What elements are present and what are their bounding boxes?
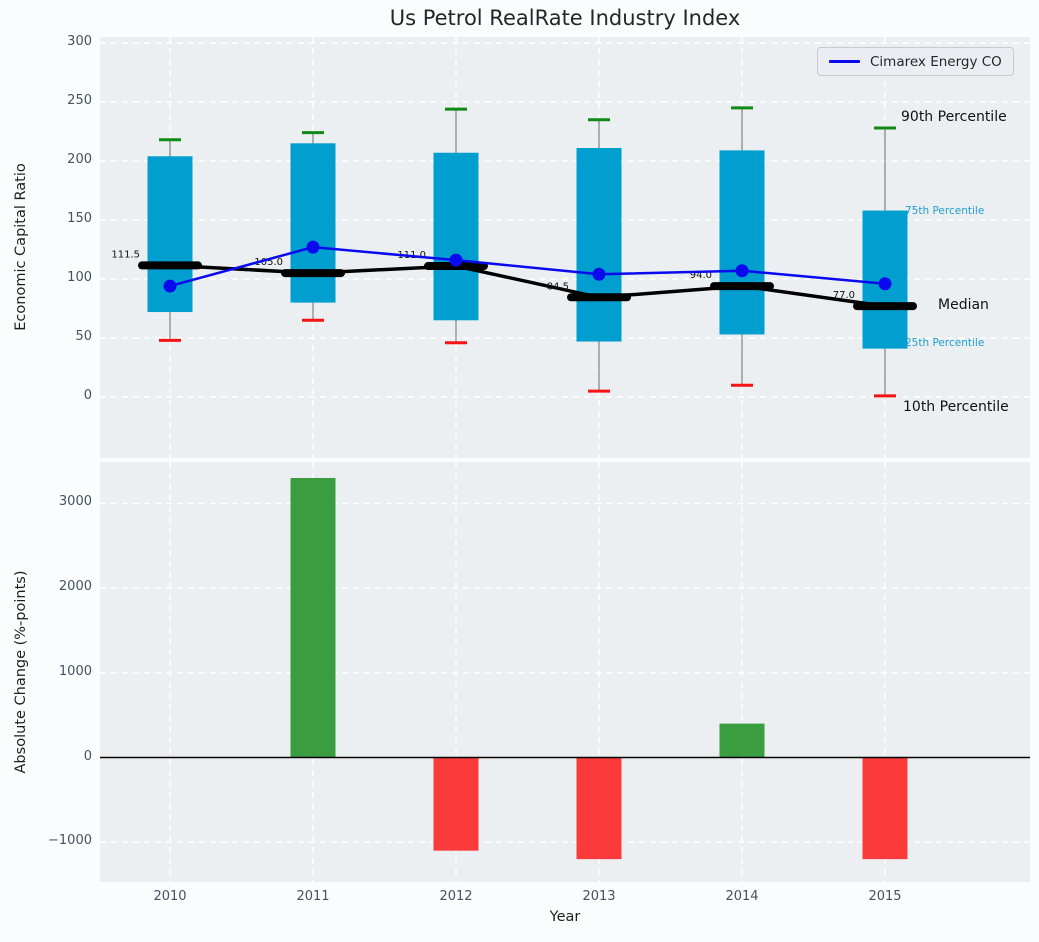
box-2011 [291,143,336,302]
top-ytick-200: 200 [46,152,92,167]
top-ytick-50: 50 [46,329,92,344]
figure: Us Petrol RealRate Industry Index Econom… [0,0,1039,942]
legend-label: Cimarex Energy CO [870,54,1002,70]
annotation-90th-percentile: 90th Percentile [901,109,1007,125]
annotation-25th-percentile: 25th Percentile [905,337,984,349]
x-axis-label: Year [550,909,581,925]
median-trend-line [170,265,885,306]
annotation-75th-percentile: 75th Percentile [905,205,984,217]
top-ytick-100: 100 [46,270,92,285]
xtick-2014: 2014 [712,889,772,904]
median-value-label-2013: 84.5 [547,281,569,292]
bottom-ytick-1000: 1000 [46,664,92,679]
bar-2012 [434,758,479,851]
top-ytick-300: 300 [46,34,92,49]
median-segment-2013 [567,293,631,301]
xtick-2013: 2013 [569,889,629,904]
legend-line-swatch [829,60,860,63]
company-dot-2010 [164,280,177,293]
xtick-2012: 2012 [426,889,486,904]
annotation-10th-percentile: 10th Percentile [903,399,1009,415]
company-dot-2012 [450,254,463,267]
box-2013 [577,148,622,342]
median-segment-2015 [853,302,917,310]
bar-2013 [577,758,622,860]
median-segment-2011 [281,269,345,277]
box-2014 [720,150,765,334]
xtick-2011: 2011 [283,889,343,904]
median-segment-2010 [138,261,202,269]
xtick-2015: 2015 [855,889,915,904]
company-dot-2011 [307,241,320,254]
bar-2015 [863,758,908,860]
top-ytick-150: 150 [46,211,92,226]
median-segment-2014 [710,282,774,290]
bar-2011 [291,478,336,758]
annotation-median: Median [938,297,989,313]
company-dot-2013 [593,268,606,281]
top-chart: 111.5105.0111.084.594.077.0 [100,37,1030,458]
bottom-ytick--1000: −1000 [46,833,92,848]
chart-title: Us Petrol RealRate Industry Index [390,6,741,30]
bottom-ytick-2000: 2000 [46,579,92,594]
box-2012 [434,153,479,321]
bottom-ytick-0: 0 [46,749,92,764]
company-dot-2014 [736,264,749,277]
bottom-y-axis-label: Absolute Change (%-points) [13,571,29,774]
top-ytick-250: 250 [46,93,92,108]
bottom-chart [100,462,1030,882]
xtick-2010: 2010 [140,889,200,904]
median-value-label-2010: 111.5 [111,249,140,260]
bar-2014 [720,724,765,758]
top-y-axis-label: Economic Capital Ratio [13,163,29,330]
bottom-ytick-3000: 3000 [46,494,92,509]
median-value-label-2015: 77.0 [833,290,855,301]
company-dot-2015 [879,277,892,290]
top-ytick-0: 0 [46,388,92,403]
legend: Cimarex Energy CO [817,47,1014,76]
